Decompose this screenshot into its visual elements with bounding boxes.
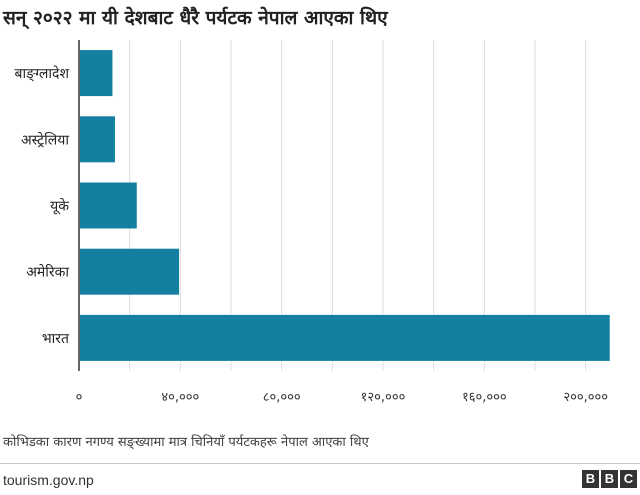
chart-title: सन् २०२२ मा यी देशबाट धैरै पर्यटक नेपाल … [3,7,388,29]
x-tick-label: २००,००० [563,390,608,405]
bar-chart: बाङ्ग्लादेश अस्ट्रेलिया यूके अमेरिका भारत ० ४… [14,40,610,405]
category-label: अस्ट्रेलिया [21,131,69,148]
source-text: tourism.gov.np [3,472,94,488]
bar [80,248,180,295]
x-tick-label: १२०,००० [361,390,406,405]
x-tick-label: ८०,००० [263,390,301,405]
x-tick-label: ० [76,390,83,405]
bar [80,314,610,361]
bar [80,116,115,163]
logo-letter: B [601,470,618,488]
category-label: अमेरिका [26,264,69,281]
bar [80,50,113,97]
bbc-logo: B B C [582,470,637,488]
logo-letter: C [620,470,637,488]
footnote: कोभिडका कारण नगण्य सङ्ख्यामा मात्र चिनिय… [3,435,369,450]
footer-divider [0,463,640,464]
x-tick-label: ४०,००० [161,390,199,405]
logo-letter: B [582,470,599,488]
category-label: भारत [42,331,70,347]
category-label: यूके [50,198,69,215]
bar [80,182,137,229]
category-label: बाङ्ग्लादेश [14,65,69,82]
x-tick-label: १६०,००० [462,390,507,405]
